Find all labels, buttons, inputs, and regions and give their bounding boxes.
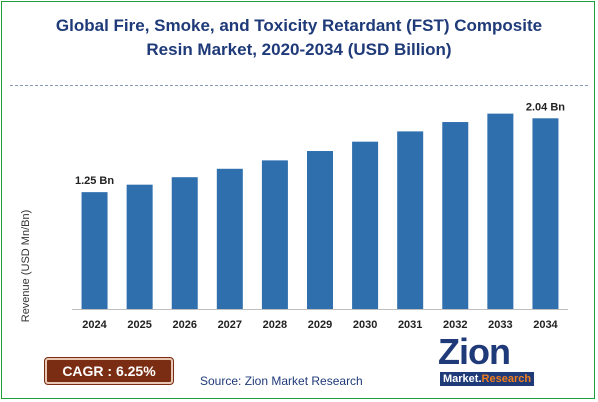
bar-2034 <box>532 118 559 309</box>
x-tick-2034: 2034 <box>533 319 558 331</box>
title-line-1: Global Fire, Smoke, and Toxicity Retarda… <box>55 16 543 35</box>
cagr-badge: CAGR : 6.25% <box>45 358 173 384</box>
x-tick-2033: 2033 <box>488 319 512 331</box>
bar-2029 <box>307 151 333 309</box>
data-label-2024: 1.25 Bn <box>75 175 114 187</box>
x-tick-2030: 2030 <box>353 319 377 331</box>
x-tick-2028: 2028 <box>263 319 287 331</box>
bar-2025 <box>126 184 153 309</box>
x-tick-2025: 2025 <box>127 319 151 331</box>
x-tick-2024: 2024 <box>82 319 107 331</box>
x-tick-2029: 2029 <box>308 319 332 331</box>
bar-2028 <box>261 160 288 309</box>
zion-logo: Zion Market.Research <box>438 332 548 388</box>
x-tick-2026: 2026 <box>172 319 196 331</box>
x-tick-2032: 2032 <box>443 319 467 331</box>
logo-brand: Zion <box>438 331 511 372</box>
x-tick-2031: 2031 <box>398 319 422 331</box>
bar-2032 <box>442 122 469 309</box>
source-text: Source: Zion Market Research <box>200 374 363 388</box>
bar-2027 <box>216 168 243 309</box>
title-divider <box>10 85 588 86</box>
chart-title: Global Fire, Smoke, and Toxicity Retarda… <box>0 14 598 62</box>
bar-2031 <box>397 131 424 309</box>
bar-2030 <box>352 141 379 309</box>
x-tick-2027: 2027 <box>218 319 242 331</box>
bar-2033 <box>487 113 514 309</box>
data-label-2034: 2.04 Bn <box>526 101 565 113</box>
title-line-2: Resin Market, 2020-2034 (USD Billion) <box>146 40 452 59</box>
bar-2024 <box>81 192 108 309</box>
logo-subtitle: Market.Research <box>440 372 535 386</box>
bar-2026 <box>171 177 198 309</box>
